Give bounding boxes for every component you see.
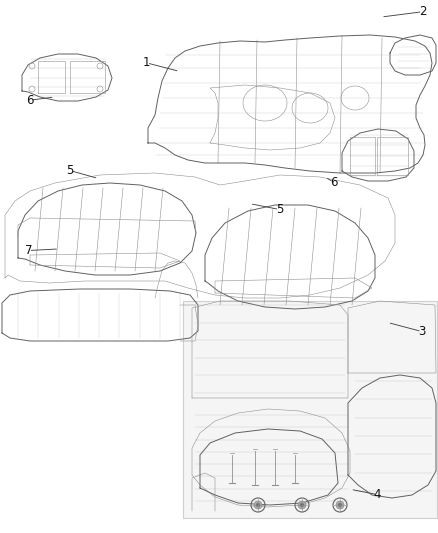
Circle shape — [298, 501, 306, 509]
Text: 1: 1 — [143, 56, 151, 69]
Circle shape — [336, 501, 344, 509]
Circle shape — [300, 503, 304, 507]
Bar — [183, 301, 437, 518]
Circle shape — [256, 503, 260, 507]
Text: 5: 5 — [276, 203, 283, 216]
Text: 3: 3 — [418, 325, 425, 338]
Text: 7: 7 — [25, 244, 32, 257]
Text: 5: 5 — [67, 164, 74, 177]
Text: 2: 2 — [419, 5, 427, 18]
Circle shape — [254, 501, 262, 509]
Text: 6: 6 — [26, 94, 34, 107]
Text: 4: 4 — [374, 488, 381, 501]
Circle shape — [338, 503, 342, 507]
Text: 6: 6 — [330, 176, 338, 189]
